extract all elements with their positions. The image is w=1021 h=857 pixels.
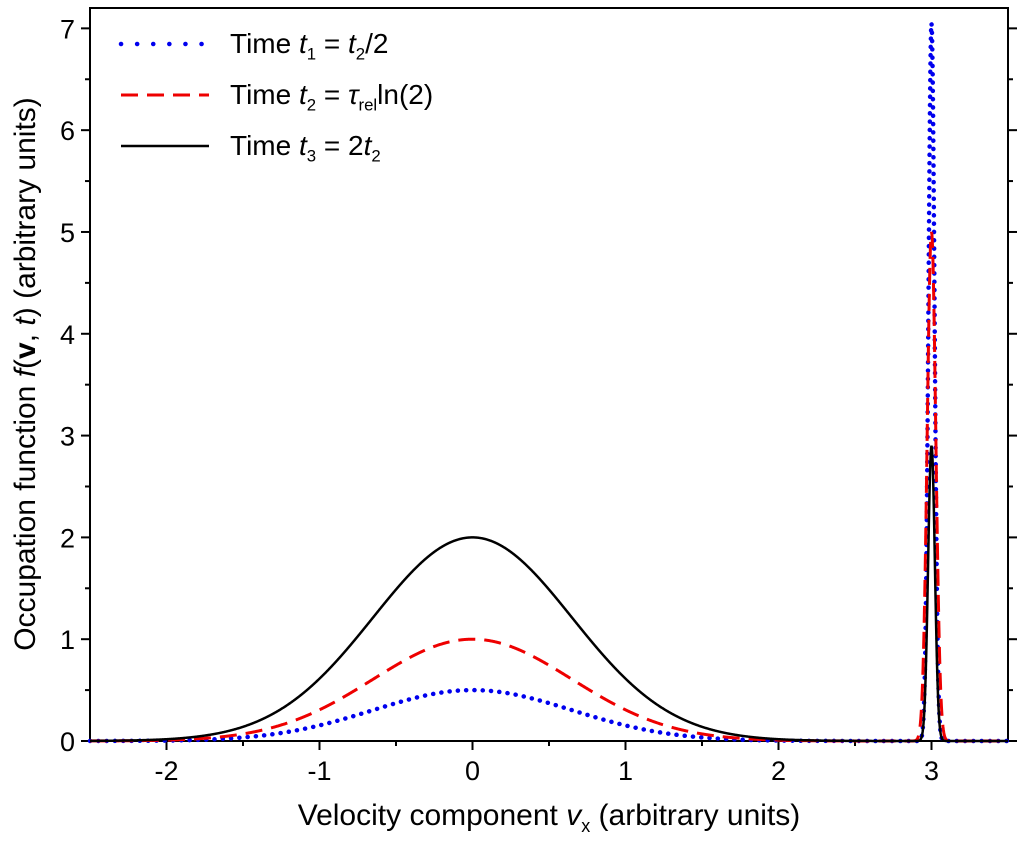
text-segment: rel [358,95,378,115]
text-segment: t [298,28,307,59]
text-segment: v [566,799,582,832]
legend-label-t2: Time t2 = τrelln(2) [230,79,434,113]
text-segment: Time [230,28,299,59]
x-tick-label: 3 [924,756,939,786]
legend-entry-t3: Time t3 = 2t2 [118,130,433,165]
text-segment: t [348,28,356,59]
text-segment: τ [348,79,359,111]
text-segment: Velocity component [297,799,567,832]
legend-line-sample-solid [121,145,209,148]
x-axis-label: Velocity component vx (arbitrary units) [297,799,801,836]
legend-label-t3: Time t3 = 2t2 [230,130,381,164]
text-segment: /2 [365,28,389,59]
y-tick-label: 4 [60,320,75,350]
text-segment: (arbitrary units) [590,799,801,832]
y-tick-label: 2 [60,523,75,553]
text-segment: 2 [306,95,317,115]
text-segment: Time [230,130,299,162]
y-tick-label: 6 [60,116,75,146]
curve-t2 [90,231,1008,743]
text-segment: v [9,342,42,359]
text-segment: ( [9,358,42,369]
y-axis-label: Occupation function f(v, t) (arbitrary u… [9,97,43,651]
text-segment: 2 [371,146,381,166]
text-segment: t [363,130,372,162]
y-tick-label: 0 [60,727,75,757]
legend-line-sample-dashed [121,93,209,97]
legend: Time t1 = t2/2 Time t2 = τrelln(2) Time t3… [118,28,434,165]
legend-line-sample-dotted [118,41,212,47]
text-segment: Time [230,79,299,111]
text-segment: 3 [306,146,317,166]
y-tick-label: 5 [60,218,75,248]
text-segment: = 2 [316,130,364,162]
legend-label-t1: Time t1 = t2/2 [230,28,389,62]
x-tick-label: -1 [307,756,331,786]
text-segment: x [581,816,591,836]
y-tick-label: 7 [60,14,75,44]
y-tick-label: 3 [60,422,75,452]
legend-entry-t2: Time t2 = τrelln(2) [118,79,434,114]
text-segment: Occupation function [9,377,42,651]
y-tick-label: 1 [60,625,75,655]
text-segment: , [9,325,42,343]
curve-t3 [89,445,1008,743]
text-segment: 1 [306,44,317,64]
text-segment: t [298,130,307,162]
text-segment: 2 [355,44,366,64]
curve-t1 [87,23,1011,744]
text-segment: = [316,79,349,111]
text-segment: ) (arbitrary units) [9,97,42,318]
x-tick-label: 0 [465,756,480,786]
text-segment: t [298,79,307,111]
text-segment: f [9,368,42,378]
text-segment: t [9,317,42,326]
x-tick-label: 2 [771,756,786,786]
x-tick-label: -2 [154,756,178,786]
text-segment: ln(2) [377,79,434,111]
text-segment: = [316,28,349,59]
legend-entry-t1: Time t1 = t2/2 [118,28,433,62]
x-tick-label: 1 [618,756,633,786]
